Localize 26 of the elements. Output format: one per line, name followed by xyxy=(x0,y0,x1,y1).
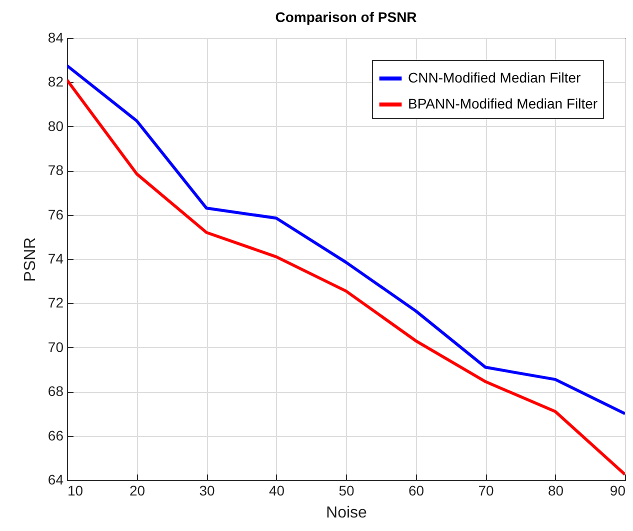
x-tick-label: 60 xyxy=(408,482,424,498)
y-tick-label: 78 xyxy=(48,162,64,178)
x-axis-title: Noise xyxy=(326,504,368,522)
legend-label: BPANN-Modified Median Filter xyxy=(408,96,598,112)
y-tick-label: 72 xyxy=(48,294,64,311)
y-tick-label: 82 xyxy=(48,74,64,90)
x-tick-label: 70 xyxy=(478,482,494,498)
y-tick-label: 66 xyxy=(48,427,64,444)
y-tick-label: 84 xyxy=(48,30,64,46)
x-tick-label: 30 xyxy=(199,482,215,498)
x-tick-label: 20 xyxy=(129,482,146,498)
line-series xyxy=(67,64,625,416)
x-tick-label: 80 xyxy=(548,482,564,498)
x-tick-label: 10 xyxy=(68,482,84,498)
y-tick-label: 70 xyxy=(48,338,64,355)
y-tick-label: 64 xyxy=(48,472,64,488)
y-tick-label: 74 xyxy=(48,250,64,266)
x-tick-label: 50 xyxy=(338,482,354,498)
legend-label: CNN-Modified Median Filter xyxy=(408,70,582,86)
y-tick-label: 76 xyxy=(48,206,64,222)
chart-title: Comparison of PSNR xyxy=(275,9,417,25)
x-tick-label: 40 xyxy=(268,482,285,498)
y-tick-label: 68 xyxy=(48,383,64,400)
y-tick-label: 80 xyxy=(48,118,64,134)
y-axis-title: PSNR xyxy=(22,237,39,282)
x-tick-label: 90 xyxy=(610,482,626,498)
